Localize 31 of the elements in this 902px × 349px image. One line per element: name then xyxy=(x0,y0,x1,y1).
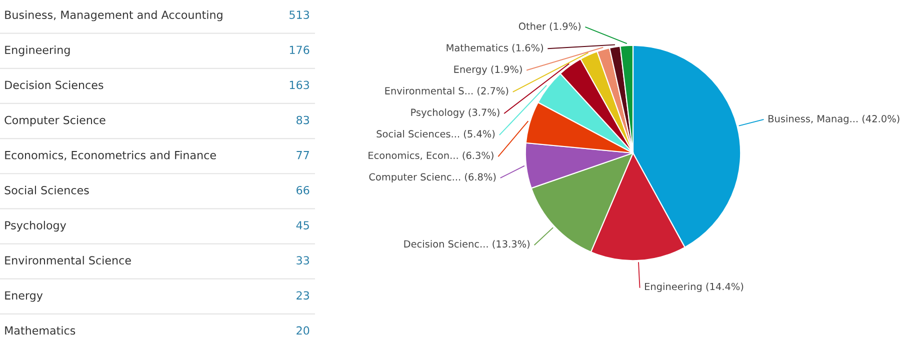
category-label: Engineering xyxy=(5,45,70,56)
category-label: Computer Science xyxy=(4,116,106,126)
slice-label: Social Sciences... (5.4%) xyxy=(376,130,495,139)
slice-label: Business, Manag... (42.0%) xyxy=(768,114,900,124)
category-label: Energy xyxy=(5,291,43,302)
slice-label: Environmental S... (2.7%) xyxy=(385,86,508,96)
data-label: 83 xyxy=(296,116,310,124)
category-label: Environmental Science xyxy=(5,256,131,265)
category-label: Psychology xyxy=(5,220,66,232)
data-label: 77 xyxy=(296,151,309,160)
slice-label: Computer Scienc... (6.8%) xyxy=(369,173,496,182)
slice-label: Psychology (3.7%) xyxy=(411,108,500,118)
data-label: 163 xyxy=(290,80,310,90)
slice-label: Other (1.9%) xyxy=(518,22,581,32)
slice-label: Economics, Econ... (6.3%) xyxy=(368,152,494,160)
category-label: Business, Management and Accounting xyxy=(5,10,222,22)
category-label: Decision Sciences xyxy=(5,80,104,90)
data-label: 23 xyxy=(296,291,310,300)
slice-label: Engineering (14.4%) xyxy=(645,282,744,292)
data-label: 66 xyxy=(296,186,310,194)
data-label: 176 xyxy=(290,46,310,54)
category-label: Mathematics xyxy=(5,326,76,335)
slice-label: Decision Scienc... (13.3%) xyxy=(404,240,530,249)
data-label: 20 xyxy=(296,326,310,335)
category-label: Social Sciences xyxy=(4,186,89,194)
slice-label: Mathematics (1.6%) xyxy=(446,44,544,53)
data-label: 45 xyxy=(296,221,309,230)
data-label: 513 xyxy=(290,10,310,20)
data-label: 33 xyxy=(296,256,310,265)
category-label: Economics, Econometrics and Finance xyxy=(5,150,216,160)
slice-label: Energy (1.9%) xyxy=(454,65,522,75)
